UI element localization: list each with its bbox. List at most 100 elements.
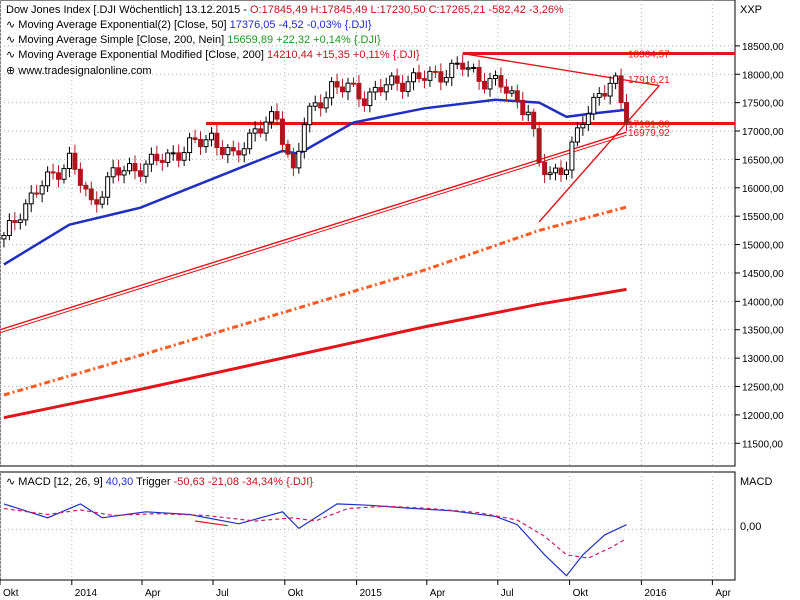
candle-body bbox=[492, 75, 498, 80]
x-tick-label: 2016 bbox=[644, 588, 667, 599]
x-tick-label: Jul bbox=[501, 588, 514, 599]
website-label: ⊕ www.tradesignalonline.com bbox=[6, 65, 152, 77]
candle-body bbox=[498, 75, 504, 88]
trendline-segment bbox=[0, 131, 627, 331]
emam-line-icon: ∿ bbox=[6, 49, 18, 61]
candle-body bbox=[236, 150, 242, 156]
legend-line-emam: ∿ Moving Average Exponential Modified [C… bbox=[6, 49, 420, 61]
candle-body bbox=[176, 152, 182, 161]
candle-body bbox=[509, 90, 515, 94]
candle-body bbox=[258, 128, 264, 134]
macd-value: 40,30 bbox=[106, 476, 134, 488]
candle-body bbox=[17, 219, 23, 223]
emam-label: Moving Average Exponential Modified [Clo… bbox=[18, 49, 267, 61]
x-tick-label: Apr bbox=[145, 588, 161, 599]
candle-body bbox=[285, 143, 291, 155]
candle-body bbox=[334, 81, 340, 88]
candle-body bbox=[99, 196, 105, 205]
candle-body bbox=[356, 82, 362, 100]
candle-body bbox=[520, 99, 526, 116]
candle-body bbox=[187, 137, 193, 154]
candle-body bbox=[482, 80, 488, 90]
candle-body bbox=[400, 82, 406, 92]
candle-body bbox=[116, 167, 122, 176]
candle-body bbox=[503, 86, 509, 94]
candle-body bbox=[389, 75, 395, 86]
candle-body bbox=[94, 199, 100, 205]
candle-body bbox=[372, 86, 378, 93]
candle-body bbox=[290, 153, 296, 169]
candle-body bbox=[563, 169, 569, 175]
candle-body bbox=[476, 66, 482, 82]
candle-body bbox=[471, 66, 477, 69]
candle-body bbox=[602, 93, 608, 97]
y-tick-label: 17000,00 bbox=[742, 127, 784, 138]
candle-body bbox=[263, 121, 269, 134]
candle-body bbox=[367, 91, 373, 107]
candle-body bbox=[247, 132, 253, 150]
trendlines bbox=[0, 52, 735, 334]
candle-body bbox=[137, 170, 143, 177]
candle-body bbox=[192, 137, 198, 140]
candle-body bbox=[39, 185, 45, 195]
legend-line-1: Dow Jones Index [.DJI Wöchentlich] 13.12… bbox=[6, 4, 564, 16]
y-tick-label: 13000,00 bbox=[742, 354, 784, 365]
y-tick-label: 17500,00 bbox=[742, 99, 784, 110]
candle-body bbox=[170, 152, 176, 155]
candle-body bbox=[77, 168, 83, 186]
axes: 11500,00 12000,00 12500,00 13000,00 13500,00… bbox=[0, 42, 784, 599]
trigger-value: -50,63 -21,08 -34,34% {.DJI} bbox=[174, 476, 314, 488]
candle-body bbox=[66, 152, 72, 170]
candle-body bbox=[72, 152, 78, 170]
x-tick-label: Apr bbox=[715, 588, 731, 599]
candle-body bbox=[596, 93, 602, 98]
candle-body bbox=[214, 132, 220, 148]
ema-value: 17376,05 -4,52 -0,03% {.DJI} bbox=[230, 19, 372, 31]
globe-icon: ⊕ bbox=[6, 65, 18, 77]
y-tick-label: 18000,00 bbox=[742, 70, 784, 81]
macd-lines bbox=[3, 503, 627, 577]
macd-line-icon: ∿ bbox=[6, 476, 18, 488]
candle-body bbox=[438, 71, 444, 83]
candle-body bbox=[279, 118, 285, 145]
sma-label: Moving Average Simple [Close, 200, Nein] bbox=[18, 34, 227, 46]
candle-body bbox=[219, 146, 225, 156]
candle-body bbox=[394, 75, 400, 84]
ma-line-1 bbox=[3, 98, 627, 266]
y-tick-label: 13500,00 bbox=[742, 326, 784, 337]
candle-body bbox=[83, 184, 89, 190]
candle-body bbox=[132, 163, 138, 172]
ma-line-3 bbox=[3, 287, 627, 420]
candle-body bbox=[181, 152, 187, 161]
y-tick-label: 11500,00 bbox=[742, 439, 783, 450]
candle-body bbox=[296, 150, 302, 169]
y-tick-label: 14000,00 bbox=[742, 297, 784, 308]
candle-body bbox=[301, 124, 307, 152]
trendline-value-label: 16979,92 bbox=[628, 128, 670, 139]
candle-body bbox=[329, 81, 335, 99]
x-tick-label: Okt bbox=[3, 588, 19, 599]
y-tick-label: 18500,00 bbox=[742, 42, 784, 53]
y-tick-label: 12000,00 bbox=[742, 411, 784, 422]
candle-body bbox=[12, 220, 18, 223]
x-tick-label: Jul bbox=[216, 588, 229, 599]
candle-body bbox=[340, 86, 346, 93]
candles bbox=[1, 54, 630, 248]
candle-body bbox=[574, 127, 580, 143]
candle-body bbox=[159, 160, 165, 163]
candle-body bbox=[547, 172, 553, 176]
macd-line bbox=[3, 503, 627, 577]
candle-body bbox=[61, 168, 67, 180]
grid bbox=[0, 0, 735, 580]
macd-panel bbox=[0, 471, 736, 581]
candle-body bbox=[165, 152, 171, 163]
macd-legend: ∿ MACD [12, 26, 9] 40,30 Trigger -50,63 … bbox=[6, 476, 313, 488]
legend-line-ema: ∿ Moving Average Exponential(2) [Close, … bbox=[6, 19, 372, 31]
macd-zero-label: 0,00 bbox=[740, 521, 761, 533]
candle-body bbox=[411, 72, 417, 83]
y-tick-label: 12500,00 bbox=[742, 383, 784, 394]
legend: Dow Jones Index [.DJI Wöchentlich] 13.12… bbox=[6, 4, 564, 77]
candle-body bbox=[514, 90, 520, 101]
candle-body bbox=[143, 163, 149, 177]
